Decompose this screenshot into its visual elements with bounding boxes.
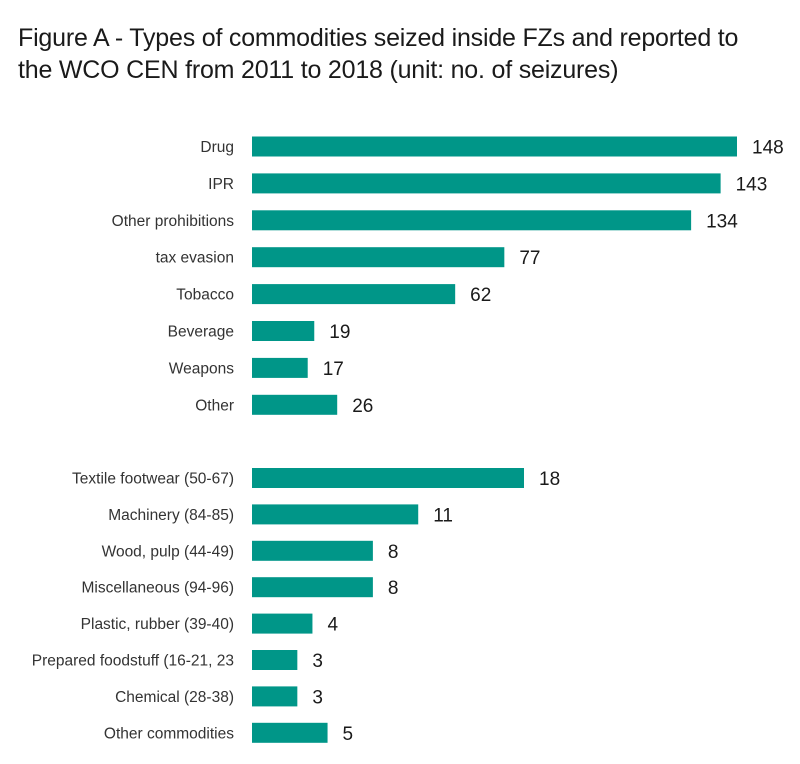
value-label: 8 <box>388 578 399 599</box>
value-label: 17 <box>323 359 344 380</box>
value-label: 62 <box>470 285 491 306</box>
bar <box>252 284 456 305</box>
bar <box>252 686 298 707</box>
value-label: 143 <box>736 174 768 195</box>
category-label: Machinery (84-85) <box>108 507 234 524</box>
category-label: Beverage <box>168 324 234 341</box>
category-label: Prepared foodstuff (16-21, 23 <box>32 653 234 670</box>
bar <box>252 468 524 488</box>
category-label: Chemical (28-38) <box>115 689 234 706</box>
bar <box>252 577 373 598</box>
value-label: 26 <box>352 396 373 417</box>
value-label: 8 <box>388 542 399 563</box>
category-label: Other prohibitions <box>112 213 235 230</box>
bar <box>252 504 419 525</box>
category-label: Other commodities <box>104 725 234 742</box>
value-label: 11 <box>433 505 453 526</box>
category-label: Weapons <box>169 360 234 377</box>
value-label: 5 <box>343 724 354 745</box>
bar <box>252 540 373 561</box>
category-label: Plastic, rubber (39-40) <box>81 616 234 633</box>
category-label: Other <box>195 397 234 414</box>
value-label: 3 <box>312 651 323 672</box>
value-label: 148 <box>752 138 784 159</box>
bar <box>252 321 315 341</box>
chart-title-line-2: the WCO CEN from 2011 to 2018 (unit: no.… <box>18 56 619 84</box>
category-label: Miscellaneous (94-96) <box>82 580 235 597</box>
bar <box>252 722 328 743</box>
value-label: 77 <box>519 248 540 269</box>
value-label: 19 <box>329 322 350 343</box>
bar <box>252 650 298 670</box>
category-label: Tobacco <box>176 287 234 304</box>
bar-panel-1: Drug 148 IPR 143 Other prohibitions 134 tax ev… <box>112 136 784 417</box>
chart-title: Figure A - Types of commodities seized i… <box>18 22 788 86</box>
category-label: Wood, pulp (44-49) <box>102 543 234 560</box>
value-label: 3 <box>312 687 323 708</box>
bar <box>252 394 338 415</box>
bar-panel-2: Textile footwear (50-67) 18 Machinery (84-… <box>32 468 560 745</box>
category-label: tax evasion <box>156 250 234 267</box>
bar <box>252 247 505 268</box>
bar <box>252 210 692 231</box>
value-label: 134 <box>706 211 738 232</box>
bar <box>252 173 721 194</box>
bar <box>252 613 313 634</box>
bar <box>252 357 308 378</box>
category-label: IPR <box>208 176 234 193</box>
chart-title-line-1: Figure A - Types of commodities seized i… <box>18 24 739 52</box>
value-label: 4 <box>327 615 338 636</box>
category-label: Textile footwear (50-67) <box>72 471 234 488</box>
bar <box>252 136 737 157</box>
value-label: 18 <box>539 469 560 490</box>
category-label: Drug <box>200 139 234 156</box>
